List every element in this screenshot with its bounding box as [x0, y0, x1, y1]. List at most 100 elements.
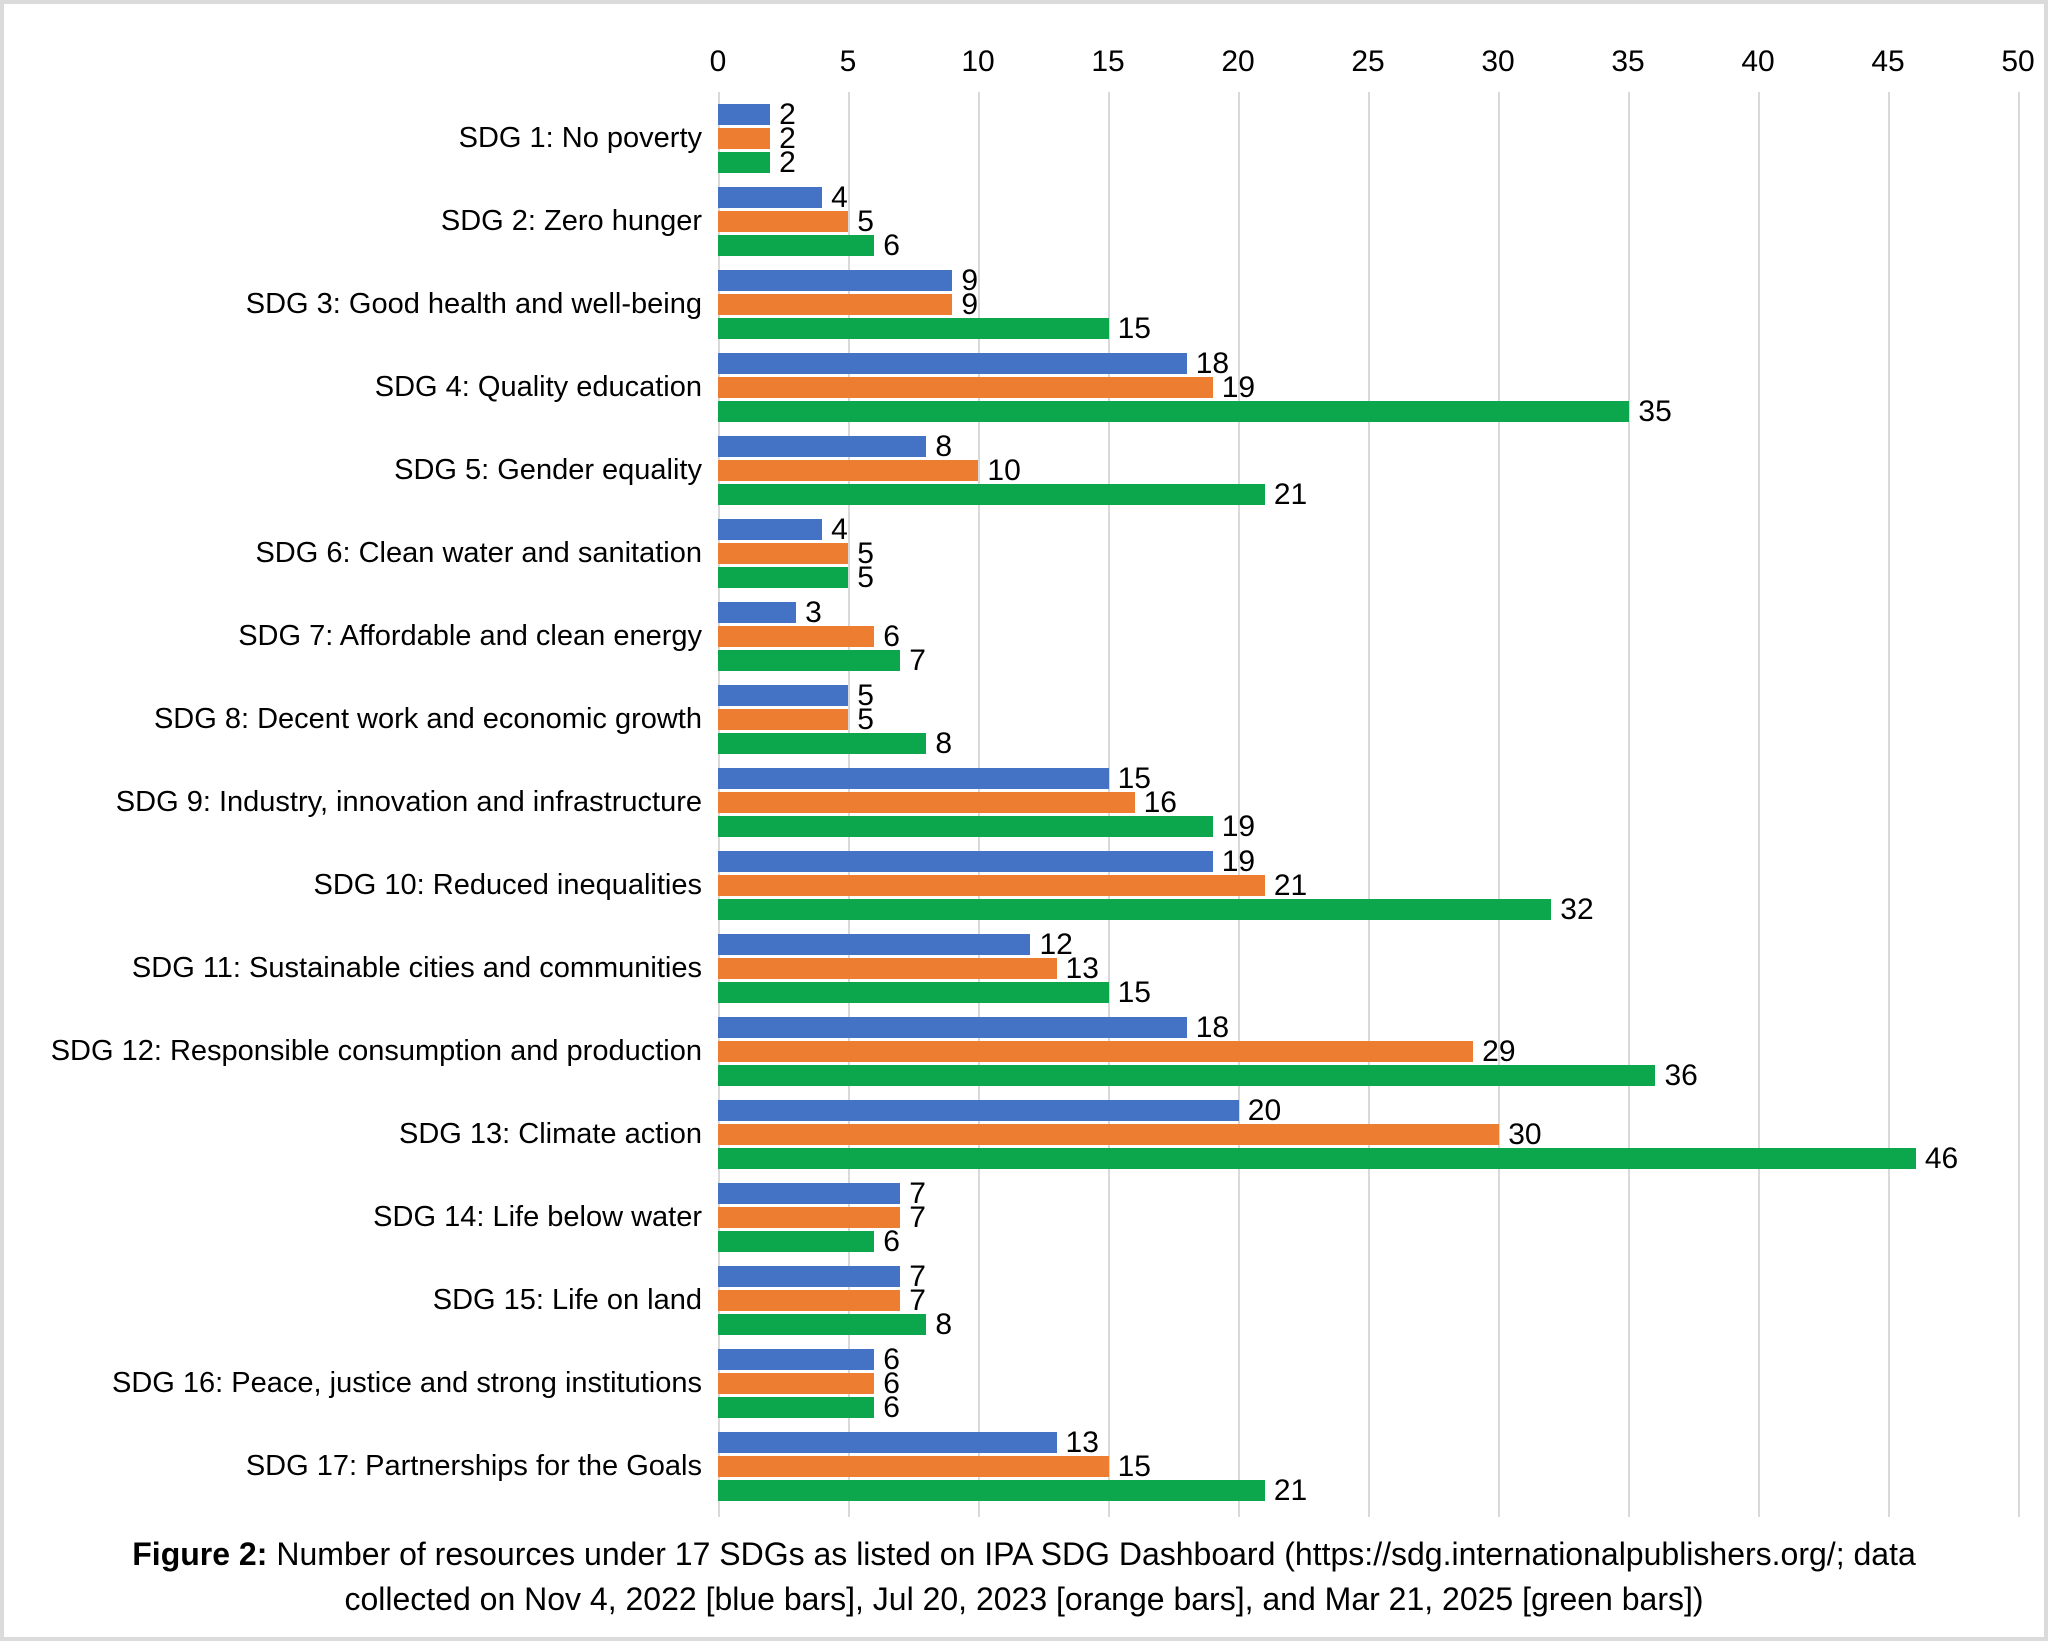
bar-blue [718, 602, 797, 623]
x-axis: 0 5 10 15 20 25 30 35 40 45 50 [710, 44, 2035, 86]
bar-row: 18 [718, 349, 2020, 379]
bar-value-label: 36 [1664, 1059, 1698, 1092]
bar-row: 19 [718, 373, 2020, 403]
bar-value-label: 7 [909, 1201, 926, 1234]
figure-caption: Figure 2: Number of resources under 17 SD… [4, 1532, 2044, 1622]
bar-orange [718, 626, 875, 647]
bar-orange [718, 211, 849, 232]
bar-blue [718, 1100, 1239, 1121]
bar-group: 18 29 36 [718, 1011, 2020, 1092]
caption-line-1: Figure 2: Number of resources under 17 SD… [4, 1532, 2044, 1577]
caption-line-2: collected on Nov 4, 2022 [blue bars], Ju… [344, 1581, 1704, 1617]
bar-green [718, 152, 771, 173]
bar-green [718, 733, 927, 754]
category-label: SDG 7: Affordable and clean energy [238, 620, 702, 652]
bar-green [718, 650, 901, 671]
bar-row: 32 [718, 895, 2020, 925]
bar-blue [718, 768, 1109, 789]
bar-row: 6 [718, 1391, 2020, 1424]
category-label: SDG 1: No poverty [458, 122, 702, 154]
bar-row: 10 [718, 454, 2020, 487]
bar-group: 8 10 21 [718, 430, 2020, 510]
bar-blue [718, 187, 823, 208]
bar-blue [718, 104, 771, 125]
x-tick-label: 35 [1611, 45, 1645, 78]
category-label: SDG 9: Industry, innovation and infrastr… [115, 786, 702, 818]
bar-row: 5 [718, 537, 2020, 570]
bar-value-label: 3 [805, 596, 822, 629]
bar-value-label: 8 [935, 430, 952, 463]
bar-value-label: 10 [987, 454, 1021, 487]
bar-green [718, 567, 849, 588]
bar-value-label: 8 [935, 727, 952, 760]
bar-value-label: 19 [1221, 810, 1256, 843]
bar-blue [718, 270, 953, 291]
bar-row: 8 [718, 727, 2020, 760]
category-label: SDG 11: Sustainable cities and communiti… [131, 952, 702, 984]
bar-value-label: 29 [1482, 1035, 1516, 1068]
bar-value-label: 5 [857, 205, 874, 238]
x-tick-label: 20 [1221, 45, 1255, 78]
bar-value-label: 15 [1117, 976, 1151, 1009]
bar-row: 9 [718, 266, 2020, 296]
bar-row: 29 [718, 1035, 2020, 1068]
bar-row: 6 [718, 1367, 2020, 1400]
bar-row: 15 [718, 312, 2020, 345]
bar-orange [718, 1207, 901, 1228]
x-tick-label: 30 [1481, 45, 1515, 78]
bar-value-label: 6 [883, 620, 900, 653]
bar-row: 15 [718, 976, 2020, 1009]
bar-value-label: 35 [1638, 395, 1672, 428]
bar-orange [718, 1373, 875, 1394]
bar-row: 7 [718, 1284, 2020, 1317]
bar-row: 6 [718, 1227, 2020, 1257]
bar-row: 5 [718, 205, 2020, 238]
bar-row: 35 [718, 395, 2020, 428]
bar-blue [718, 1183, 901, 1204]
bar-orange [718, 709, 849, 730]
bar-green [718, 1314, 927, 1335]
bar-group: 20 30 46 [718, 1096, 2020, 1174]
bar-value-label: 7 [909, 1177, 926, 1210]
bar-value-label: 5 [857, 537, 874, 570]
bar-row: 21 [718, 480, 2020, 510]
bar-row: 2 [718, 100, 2020, 130]
category-labels: SDG 1: No poverty SDG 2: Zero hunger SDG 3… [4, 92, 718, 1515]
bar-row: 2 [718, 124, 2020, 154]
bar-row: 13 [718, 954, 2020, 984]
bar-value-label: 6 [883, 1343, 900, 1376]
x-tick-label: 5 [839, 45, 857, 78]
bar-value-label: 4 [831, 513, 848, 546]
category-label: SDG 5: Gender equality [394, 454, 702, 486]
bar-value-label: 6 [883, 1367, 900, 1400]
bar-value-label: 15 [1117, 312, 1151, 345]
bar-row: 19 [718, 847, 2020, 877]
category-label: SDG 3: Good health and well-being [245, 288, 702, 320]
category-label: SDG 4: Quality education [374, 371, 702, 403]
bar-row: 21 [718, 871, 2020, 901]
bar-green [718, 816, 1213, 837]
bar-row: 4 [718, 183, 2020, 213]
bar-value-label: 7 [909, 1284, 926, 1317]
bar-value-label: 18 [1195, 1011, 1230, 1044]
category-label: SDG 17: Partnerships for the Goals [245, 1450, 702, 1482]
bar-row: 8 [718, 430, 2020, 463]
bar-row: 36 [718, 1059, 2020, 1092]
bar-value-label: 6 [883, 1391, 900, 1424]
bar-row: 6 [718, 620, 2020, 653]
x-tick-label: 40 [1741, 45, 1775, 78]
bar-orange [718, 1041, 1474, 1062]
bar-orange [718, 543, 849, 564]
bar-row: 15 [718, 764, 2020, 794]
bar-row: 7 [718, 1262, 2020, 1292]
bar-row: 18 [718, 1011, 2020, 1044]
bar-value-label: 13 [1065, 1426, 1099, 1459]
bar-row: 19 [718, 810, 2020, 843]
x-tick-label: 0 [709, 45, 727, 78]
bar-row: 30 [718, 1120, 2020, 1150]
category-label: SDG 15: Life on land [432, 1284, 702, 1316]
bar-orange [718, 128, 771, 149]
